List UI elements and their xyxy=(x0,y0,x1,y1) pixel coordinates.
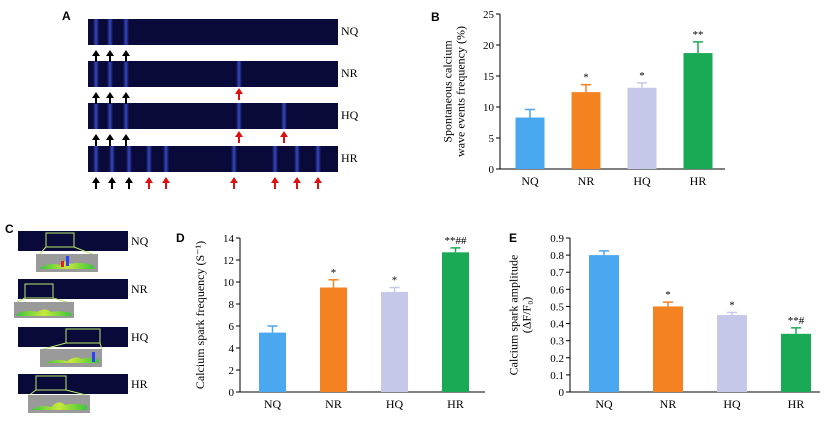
y-tick-label: 20 xyxy=(483,40,495,52)
strip-label-nq: NQ xyxy=(341,24,359,38)
significance-marker: * xyxy=(583,72,589,84)
x-tick-label: NQ xyxy=(521,174,539,188)
y-tick-label: 14 xyxy=(223,233,235,245)
x-tick-label: NQ xyxy=(595,397,613,411)
y-tick-label: 0.2 xyxy=(550,353,564,365)
y-tick-label: 0 xyxy=(229,387,235,399)
linescan-strip-nq xyxy=(88,19,338,45)
x-tick-label: HQ xyxy=(723,397,741,411)
bar-hr xyxy=(781,333,811,392)
spark-label-hr: HR xyxy=(131,377,148,391)
bar-hq xyxy=(717,315,747,392)
y-tick-label: 6 xyxy=(229,321,235,333)
y-tick-label: 0 xyxy=(489,164,495,176)
significance-marker: **## xyxy=(445,235,468,247)
bar-nr xyxy=(320,287,347,392)
significance-marker: ** xyxy=(693,29,704,41)
y-tick-label: 2 xyxy=(229,365,235,377)
y-tick-label: 0.7 xyxy=(550,267,564,279)
x-tick-label: NQ xyxy=(264,397,282,411)
bar-nq xyxy=(589,255,619,392)
y-tick-label: 5 xyxy=(489,133,495,145)
significance-marker: * xyxy=(665,289,671,301)
bar-nq xyxy=(515,117,545,169)
spark-label-nq: NQ xyxy=(131,234,149,248)
panel-a-label: A xyxy=(62,9,71,23)
y-tick-label: 25 xyxy=(483,9,495,21)
x-tick-label: HR xyxy=(788,397,805,411)
significance-marker: * xyxy=(331,267,337,279)
y-axis-label: wave events frequency (%) xyxy=(454,26,468,157)
y-tick-label: 0 xyxy=(559,387,565,399)
strip-label-hq: HQ xyxy=(341,108,359,122)
y-tick-label: 0.4 xyxy=(550,319,564,331)
y-tick-label: 10 xyxy=(483,102,495,114)
bar-hr xyxy=(442,252,469,392)
strip-label-nr: NR xyxy=(341,66,358,80)
panel-d-label: D xyxy=(176,231,185,245)
panel-c-label: C xyxy=(5,222,14,236)
bar-hq xyxy=(627,87,657,169)
significance-marker: * xyxy=(639,70,645,82)
panel-e-label: E xyxy=(509,231,518,245)
y-tick-label: 10 xyxy=(223,277,235,289)
significance-marker: **# xyxy=(788,315,805,327)
spark-label-hq: HQ xyxy=(131,330,149,344)
significance-marker: * xyxy=(729,299,735,311)
x-tick-label: HR xyxy=(447,397,464,411)
x-tick-label: HQ xyxy=(386,397,404,411)
y-axis-label: (ΔF/F₀) xyxy=(520,297,534,334)
spark-label-nr: NR xyxy=(131,282,148,296)
bar-nr xyxy=(653,306,683,392)
y-tick-label: 0.1 xyxy=(550,370,564,382)
significance-marker: * xyxy=(392,275,398,287)
x-tick-label: HQ xyxy=(633,174,651,188)
y-axis-label: Calcium spark frequency (S⁻¹) xyxy=(193,241,207,389)
linescan-strip-nr xyxy=(88,61,338,87)
y-tick-label: 0.6 xyxy=(550,284,564,296)
strip-label-hr: HR xyxy=(341,151,358,165)
y-axis-label: Calcium spark amplitude xyxy=(507,255,521,376)
y-tick-label: 0.5 xyxy=(550,301,564,313)
x-tick-label: NR xyxy=(578,174,595,188)
bar-hq xyxy=(381,291,408,392)
bar-nr xyxy=(571,92,601,169)
x-tick-label: HR xyxy=(690,174,707,188)
y-tick-label: 15 xyxy=(483,71,495,83)
y-axis-label: Spontaneous calcium xyxy=(441,40,455,143)
y-tick-label: 8 xyxy=(229,299,235,311)
y-tick-label: 0.3 xyxy=(550,336,564,348)
y-tick-label: 4 xyxy=(229,343,235,355)
y-tick-label: 0.9 xyxy=(550,233,564,245)
bar-hr xyxy=(683,53,713,170)
bar-nq xyxy=(259,332,286,392)
panel-b-label: B xyxy=(431,10,440,24)
x-tick-label: NR xyxy=(660,397,677,411)
y-tick-label: 12 xyxy=(223,255,234,267)
linescan-strip-hq xyxy=(88,103,338,129)
y-tick-label: 0.8 xyxy=(550,250,564,262)
x-tick-label: NR xyxy=(325,397,342,411)
